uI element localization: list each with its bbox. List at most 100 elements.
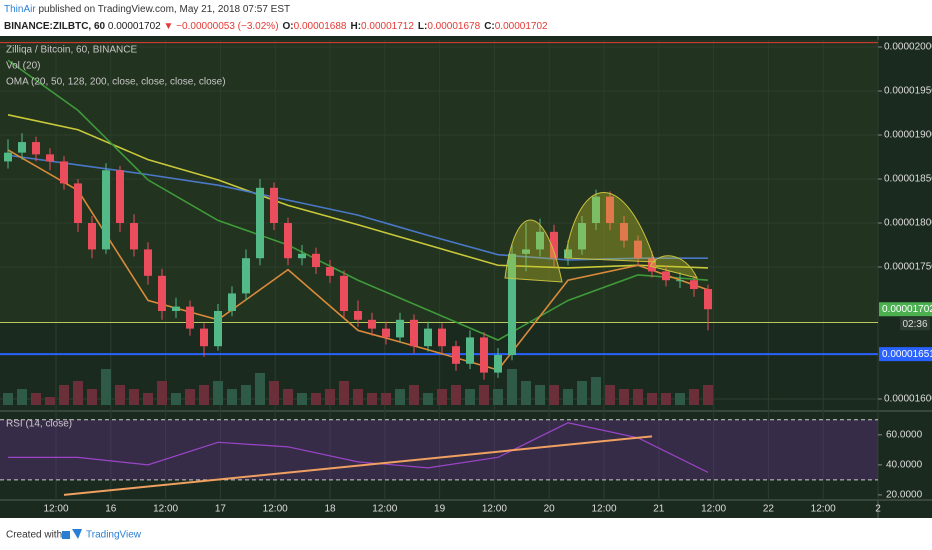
x-tick-label: 21: [653, 504, 665, 515]
candle-body: [690, 280, 698, 290]
pattern-shape: [564, 192, 656, 263]
volume-bar: [605, 385, 615, 405]
footer-bg: [0, 518, 932, 550]
candle-body: [326, 267, 334, 276]
rsi-line: [8, 422, 709, 473]
volume-bar: [647, 393, 657, 405]
volume-bar: [241, 385, 251, 405]
x-tick-label: 12:00: [153, 504, 178, 515]
candle-body: [522, 249, 530, 254]
volume-bar: [129, 389, 139, 405]
price-label: 0.00001702: [882, 304, 932, 315]
y-tick-label: 0.00001900: [884, 130, 932, 141]
candle-body: [298, 253, 306, 259]
volume-bar: [255, 373, 265, 405]
rsi-legend: RSI (14, close): [6, 419, 72, 430]
moving-average: [7, 59, 709, 341]
volume-bar: [591, 377, 601, 405]
candle-body: [4, 152, 12, 162]
candle-body: [214, 311, 222, 347]
candle-body: [60, 161, 68, 184]
plot: 12:00 16 12:00 17 12:00 18 12:00 19 12:00 20 12:00…: [0, 40, 932, 515]
x-tick-label: 12:00: [482, 504, 507, 515]
moving-average: [7, 149, 709, 371]
volume-bar: [479, 385, 489, 405]
author[interactable]: ThinAir: [4, 4, 36, 15]
volume-bar: [157, 381, 167, 405]
volume-bar: [395, 389, 405, 405]
candle-body: [508, 253, 516, 356]
volume-bar: [675, 393, 685, 405]
rsi-tick-label: 20.0000: [886, 490, 923, 501]
quote-value: 0.00001678: [427, 21, 480, 32]
pattern-shape: [504, 219, 563, 283]
volume-bar: [297, 393, 307, 405]
volume-bar: [367, 393, 377, 405]
price-label: 0.00001651: [882, 349, 932, 360]
countdown: 02:36: [902, 319, 927, 330]
symbol: BINANCE:ZILBTC, 60: [4, 21, 106, 32]
price-label-box: [879, 347, 932, 362]
volume-bar: [633, 389, 643, 405]
x-tick-label: 12:00: [263, 504, 288, 515]
publish-line: ThinAir published on TradingView.com, Ma…: [4, 4, 290, 15]
candle-body: [102, 170, 110, 250]
candle-body: [46, 154, 54, 162]
candle-body: [368, 319, 376, 329]
candle-body: [480, 337, 488, 373]
x-tick-label: 16: [105, 504, 117, 515]
volume-bar: [381, 393, 391, 405]
volume-bar: [521, 381, 531, 405]
volume-bar: [437, 389, 447, 405]
volume-bar: [17, 389, 27, 405]
x-tick-label: 12:00: [372, 504, 397, 515]
y-tick-label: 0.00001850: [884, 174, 932, 185]
candle-body: [144, 249, 152, 276]
candle-body: [242, 258, 250, 294]
candle-body: [494, 355, 502, 373]
arrow: ▼: [164, 21, 174, 32]
footer-logo[interactable]: [62, 529, 82, 539]
y-tick-label: 0.00002000: [884, 42, 932, 53]
candle-body: [312, 253, 320, 268]
candle-body: [466, 337, 474, 364]
candle-body: [606, 196, 614, 224]
quote-label: C:: [484, 21, 495, 32]
volume-bar: [199, 385, 209, 405]
rsi-tick-label: 40.0000: [886, 460, 923, 471]
quote-label: O:: [283, 21, 294, 32]
volume-bar: [465, 389, 475, 405]
candle-body: [438, 328, 446, 347]
rsi-tick-label: 60.0000: [886, 429, 923, 440]
volume-bar: [59, 385, 69, 405]
pattern-drawings: [504, 192, 698, 283]
price-label-box: [879, 302, 932, 317]
volume-bar: [493, 389, 503, 405]
x-tick-label: 20: [544, 504, 556, 515]
volume-bar: [353, 389, 363, 405]
x-tick-label: 2: [875, 504, 881, 515]
published: published on TradingView.com, May 21, 20…: [38, 4, 290, 15]
x-tick-label: 19: [434, 504, 446, 515]
footer-brand[interactable]: TradingView: [86, 530, 142, 541]
volume-bar: [619, 389, 629, 405]
volume-bar: [115, 385, 125, 405]
volume-legend: Vol (20): [6, 61, 40, 72]
candle-body: [340, 275, 348, 312]
candle-body: [200, 328, 208, 347]
volume-bar: [535, 385, 545, 405]
rsi-trendline: [63, 435, 653, 496]
candle-body: [172, 306, 180, 312]
candle-body: [704, 289, 712, 310]
rsi-band: [0, 419, 878, 480]
volume-bar: [171, 393, 181, 405]
candle-body: [88, 223, 96, 250]
quote-label: H:: [350, 21, 361, 32]
candle-body: [676, 280, 684, 282]
candle-body: [452, 346, 460, 364]
quote-value: 0.00001688: [294, 21, 347, 32]
candle-body: [564, 249, 572, 259]
quote-line: BINANCE:ZILBTC, 60 0.00001702 ▼ −0.00000…: [4, 21, 548, 32]
volume-bar: [3, 393, 13, 405]
candle-body: [284, 223, 292, 259]
